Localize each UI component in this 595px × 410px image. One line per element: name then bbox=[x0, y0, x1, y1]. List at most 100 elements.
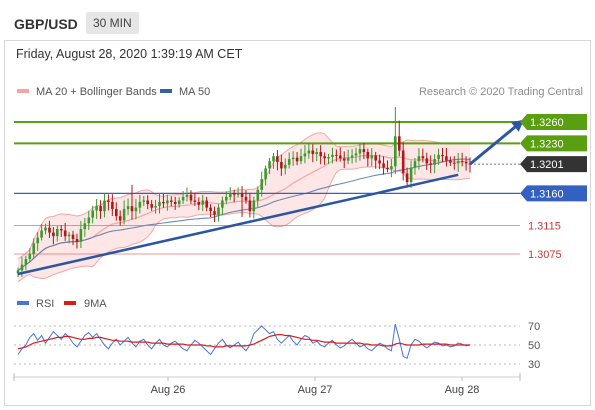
currency-pair-title: GBP/USD bbox=[14, 16, 78, 32]
level-badge-label: 1.3201 bbox=[530, 159, 564, 171]
ma50-swatch bbox=[160, 89, 172, 93]
level-badge-shape bbox=[520, 135, 587, 152]
chart-frame bbox=[4, 40, 591, 406]
candle-body bbox=[134, 207, 138, 212]
candle-body bbox=[445, 156, 448, 161]
candle-body bbox=[398, 136, 401, 151]
candle-body bbox=[209, 207, 212, 212]
candles bbox=[16, 107, 472, 278]
ma20-bb-legend-label: MA 20 + Bollinger Bands bbox=[36, 86, 157, 98]
rsi-tick-label: 70 bbox=[528, 321, 540, 333]
candle-body bbox=[362, 149, 366, 152]
candle-body bbox=[154, 206, 157, 208]
level-badge-shape bbox=[520, 185, 587, 202]
candle-body bbox=[99, 206, 102, 212]
ma50-line-group bbox=[17, 158, 471, 271]
x-tick-label: Aug 28 bbox=[445, 384, 480, 396]
chart-header: GBP/USD 30 MIN bbox=[0, 0, 595, 70]
level-badge-label: 1.3260 bbox=[530, 117, 564, 129]
level-badges: 1.3260 1.3230 1.3201 1.3160 1.3115 1.3075 bbox=[520, 114, 587, 261]
candle-body bbox=[166, 200, 169, 204]
candle-body bbox=[240, 193, 244, 197]
ma20-bb-swatch bbox=[17, 89, 29, 93]
candle-body bbox=[413, 161, 417, 168]
candle-body bbox=[150, 204, 153, 208]
candle-body bbox=[205, 200, 208, 208]
candle-body bbox=[138, 201, 142, 208]
candle-body bbox=[464, 162, 468, 164]
candle-body bbox=[390, 166, 393, 170]
candle-body bbox=[421, 156, 425, 159]
candle-body bbox=[378, 160, 381, 164]
candle-body bbox=[71, 234, 75, 239]
candle-body bbox=[95, 206, 98, 211]
level-badge-label: 1.3230 bbox=[530, 138, 564, 150]
rsi-tick-label: 50 bbox=[528, 340, 540, 352]
candle-body bbox=[60, 229, 63, 231]
candle-body bbox=[295, 157, 299, 162]
candle-body bbox=[268, 161, 271, 169]
ma9-swatch bbox=[64, 301, 76, 305]
candle-body bbox=[429, 163, 432, 165]
candle-body bbox=[83, 223, 87, 229]
rsi-line bbox=[17, 323, 471, 360]
rsi-swatch bbox=[17, 301, 29, 305]
level-label-1.3075: 1.3075 bbox=[528, 249, 562, 261]
candle-body bbox=[433, 159, 436, 165]
candle-body bbox=[453, 162, 456, 164]
candle-body bbox=[441, 154, 444, 157]
bollinger-lower-line bbox=[17, 166, 471, 283]
candle-body bbox=[122, 209, 126, 221]
candle-body bbox=[248, 200, 252, 212]
candle-body bbox=[142, 200, 146, 202]
candle-body bbox=[189, 194, 193, 201]
target-arrow-shaft bbox=[469, 120, 523, 166]
candle-body bbox=[67, 234, 71, 237]
level-badge-shape bbox=[520, 114, 587, 130]
candle-body bbox=[358, 149, 362, 154]
candle-body bbox=[280, 162, 283, 169]
ma50-legend-label: MA 50 bbox=[179, 86, 210, 98]
support-trendline bbox=[17, 173, 459, 276]
candle-body bbox=[24, 259, 28, 265]
candle-body bbox=[118, 216, 122, 221]
candle-body bbox=[319, 152, 322, 157]
candle-body bbox=[303, 153, 307, 157]
candle-body bbox=[232, 193, 236, 195]
candle-body bbox=[177, 200, 181, 205]
candle-body bbox=[185, 194, 189, 197]
candle-body bbox=[48, 227, 51, 233]
candle-body bbox=[91, 210, 94, 218]
rsi-panel: 70 50 30 bbox=[14, 321, 540, 371]
candle-body bbox=[236, 193, 240, 195]
candle-body bbox=[425, 158, 429, 164]
candle-body bbox=[331, 154, 334, 157]
candle-body bbox=[201, 200, 205, 205]
candle-body bbox=[401, 150, 405, 174]
candle-body bbox=[79, 229, 83, 242]
candle-body bbox=[342, 158, 346, 161]
candle-body bbox=[449, 160, 452, 163]
ma9-line bbox=[17, 334, 470, 350]
candle-body bbox=[107, 200, 110, 202]
ma50-line bbox=[17, 158, 471, 271]
candle-body bbox=[370, 155, 374, 159]
candle-body bbox=[213, 211, 216, 215]
candle-body bbox=[193, 200, 197, 202]
x-axis: Aug 26 Aug 27 Aug 28 bbox=[13, 373, 521, 396]
candle-body bbox=[299, 156, 303, 162]
candle-body bbox=[346, 157, 350, 161]
level-badge-shape bbox=[520, 156, 587, 173]
candle-body bbox=[386, 167, 389, 170]
timeframe-badge[interactable]: 30 MIN bbox=[86, 12, 139, 34]
candle-body bbox=[111, 201, 114, 209]
level-badge-1.3230: 1.3230 bbox=[520, 135, 587, 152]
level-badge-1.3201: 1.3201 bbox=[520, 156, 587, 173]
level-badge-label: 1.3160 bbox=[530, 188, 564, 200]
candle-body bbox=[197, 201, 201, 205]
candle-body bbox=[315, 152, 318, 155]
candle-body bbox=[276, 156, 279, 162]
candle-body bbox=[307, 150, 311, 154]
candle-body bbox=[335, 154, 338, 156]
candle-body bbox=[374, 155, 377, 161]
